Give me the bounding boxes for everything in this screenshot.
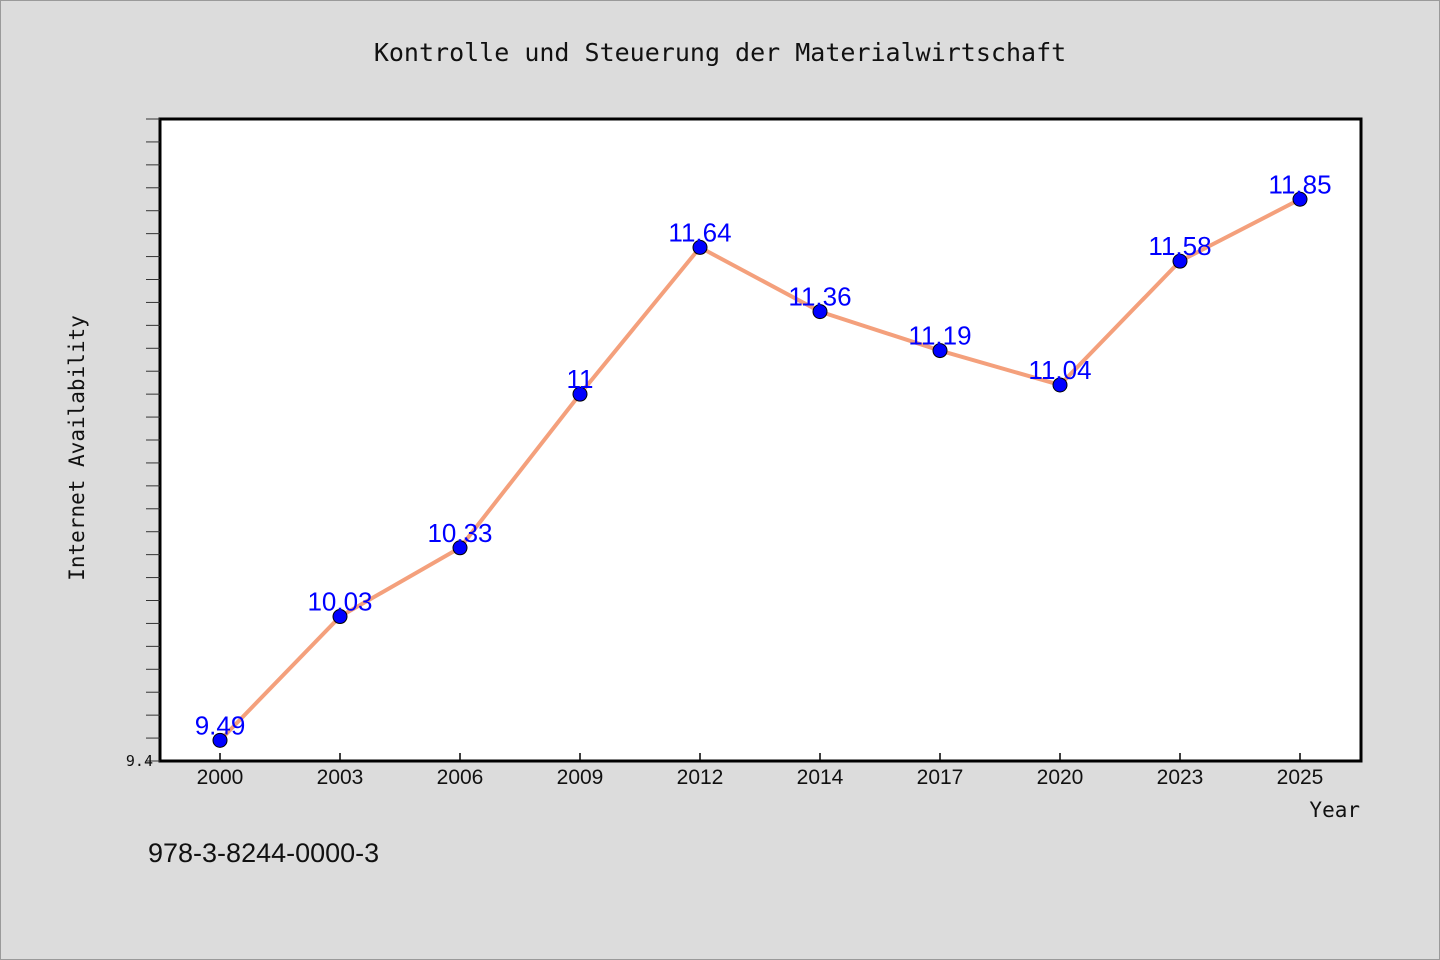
x-tick-label: 2020 <box>1037 766 1084 789</box>
data-label: 11 <box>567 364 594 394</box>
x-tick-label: 2025 <box>1277 766 1324 789</box>
chart-title: Kontrolle und Steuerung der Materialwirt… <box>374 38 1066 67</box>
data-label: 10.03 <box>307 587 372 617</box>
data-point <box>1292 191 1308 207</box>
x-tick-label: 2000 <box>197 766 244 789</box>
y-tick-label: 9.4 <box>126 752 153 770</box>
x-tick-label: 2014 <box>797 766 844 789</box>
data-point <box>452 540 468 556</box>
x-tick-label: 2012 <box>677 766 724 789</box>
data-point <box>332 609 348 625</box>
data-point <box>572 386 588 402</box>
data-point <box>1172 253 1188 269</box>
data-label: 11.58 <box>1148 231 1211 261</box>
series-layer: 9.49 10.03 10.33 11 11.64 11.36 11.19 11.04 11.5… <box>195 169 1332 748</box>
series-line <box>218 197 1301 742</box>
data-label: 11.36 <box>788 282 851 312</box>
data-label: 11.04 <box>1028 355 1091 385</box>
x-tick-label: 2009 <box>557 766 604 789</box>
x-axis-label: Year <box>1309 798 1360 822</box>
x-tick-label: 2017 <box>917 766 964 789</box>
y-axis-label: Internet Availability <box>65 315 89 581</box>
y-axis-ticks <box>146 118 160 762</box>
x-tick-label: 2023 <box>1157 766 1204 789</box>
data-point <box>812 304 828 320</box>
data-label: 9.49 <box>195 710 246 740</box>
x-tick-label: 2003 <box>317 766 364 789</box>
data-point <box>212 732 228 748</box>
x-tick-label: 2006 <box>437 766 484 789</box>
data-point <box>1052 377 1068 393</box>
data-label: 11.64 <box>668 217 731 247</box>
data-label: 11.85 <box>1268 169 1331 199</box>
data-point <box>692 239 708 255</box>
x-axis-ticks: 2000 2003 2006 2009 2012 2014 2017 2020 2023 2025 <box>197 753 1324 789</box>
data-label: 11.19 <box>908 321 971 351</box>
isbn-text: 978-3-8244-0000-3 <box>148 838 379 868</box>
data-point <box>932 343 948 359</box>
plot-area <box>158 117 1363 763</box>
data-label: 10.33 <box>427 518 492 548</box>
